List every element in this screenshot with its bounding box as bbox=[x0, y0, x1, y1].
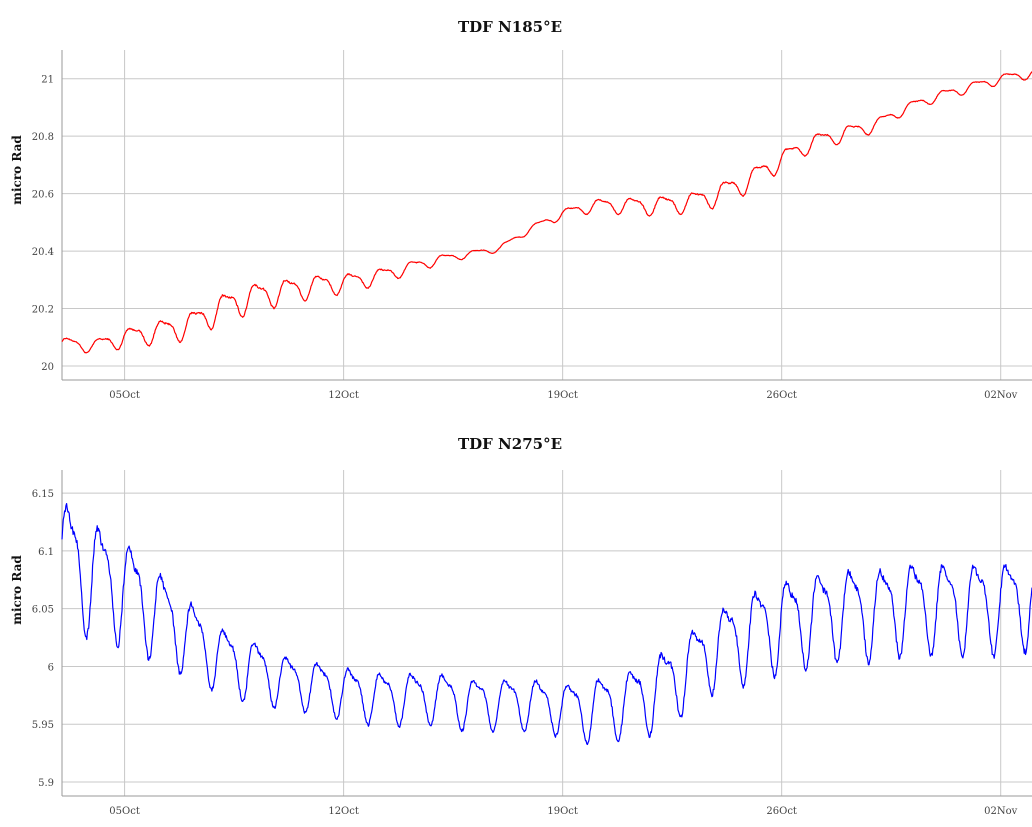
x-tick-label: 02Nov bbox=[984, 806, 1017, 817]
x-tick-label: 05Oct bbox=[109, 806, 140, 817]
y-tick-label: 20.4 bbox=[32, 247, 54, 258]
series-line bbox=[61, 71, 1032, 354]
x-tick-label: 19Oct bbox=[547, 806, 578, 817]
y-tick-label: 6.15 bbox=[32, 489, 54, 500]
y-tick-label: 5.9 bbox=[38, 778, 54, 789]
y-tick-label: 20 bbox=[41, 362, 54, 373]
y-tick-label: 20.8 bbox=[32, 132, 54, 143]
x-tick-label: 12Oct bbox=[328, 390, 359, 401]
x-tick-label: 26Oct bbox=[766, 390, 797, 401]
y-tick-label: 21 bbox=[41, 75, 54, 86]
y-tick-label: 6 bbox=[48, 662, 54, 673]
x-tick-label: 26Oct bbox=[766, 806, 797, 817]
y-tick-label: 20.2 bbox=[32, 305, 54, 316]
y-tick-label: 6.05 bbox=[32, 605, 54, 616]
y-axis-label: micro Rad bbox=[10, 555, 24, 625]
x-tick-label: 19Oct bbox=[547, 390, 578, 401]
chart-title: TDF N185°E bbox=[458, 18, 562, 36]
chart-title: TDF N275°E bbox=[458, 435, 562, 453]
chart-panel-n185: TDF N185°E micro Rad 20 20.2 20.4 20.6 20.8 2… bbox=[10, 18, 1032, 401]
y-tick-label: 6.1 bbox=[38, 547, 54, 558]
y-tick-label: 5.95 bbox=[32, 720, 54, 731]
series-line bbox=[61, 503, 1032, 746]
x-tick-label: 05Oct bbox=[109, 390, 140, 401]
chart-panel-n275: TDF N275°E micro Rad 5.9 5.95 6 6.05 6.1 6.15… bbox=[10, 435, 1032, 817]
x-tick-label: 02Nov bbox=[984, 390, 1017, 401]
x-tick-label: 12Oct bbox=[328, 806, 359, 817]
y-tick-label: 20.6 bbox=[32, 190, 54, 201]
y-axis-label: micro Rad bbox=[10, 135, 24, 205]
